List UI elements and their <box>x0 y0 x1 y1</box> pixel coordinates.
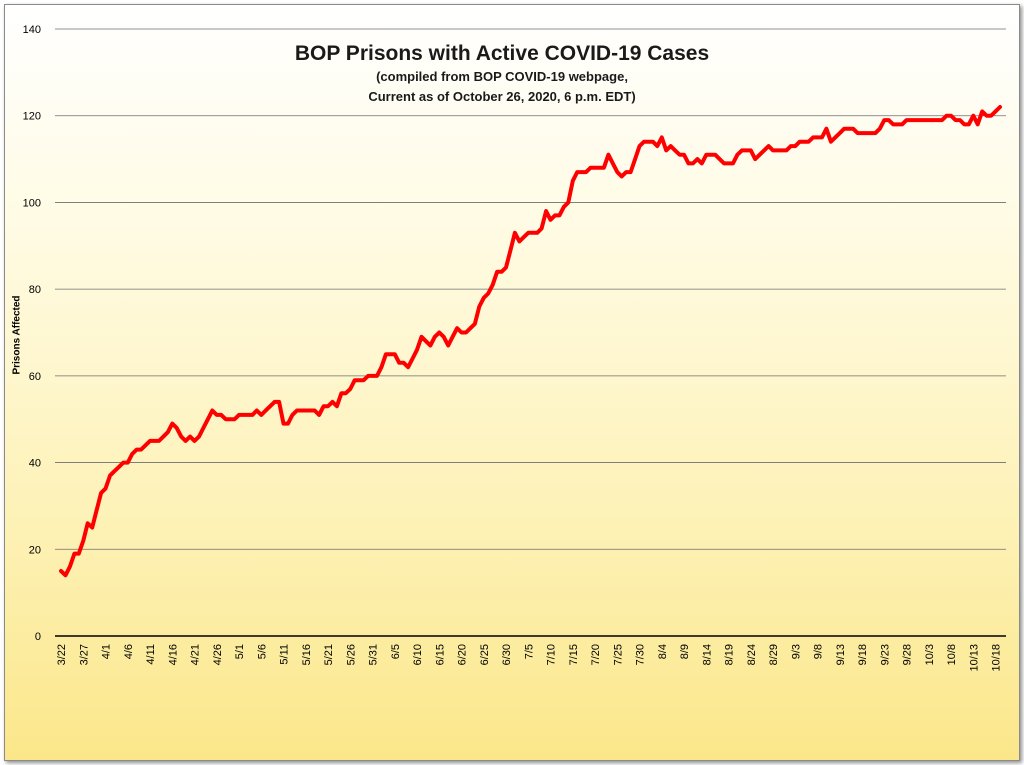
x-tick-label: 9/3 <box>790 644 802 659</box>
x-tick-label: 9/28 <box>902 644 914 665</box>
x-tick-label: 10/13 <box>968 644 980 672</box>
x-tick-label: 4/1 <box>101 644 113 659</box>
x-tick-label: 10/18 <box>991 644 1003 672</box>
line-chart: 0 20 40 60 80 100 120 140 3/22 3/27 4/1 4/6 4/11 4/1… <box>23 24 1006 672</box>
x-tick-label: 4/21 <box>190 644 202 665</box>
y-tick-label: 120 <box>23 111 41 123</box>
chart-frame: 0 20 40 60 80 100 120 140 3/22 3/27 4/1 4/6 4/11 4/1… <box>4 4 1020 761</box>
x-tick-label: 8/14 <box>701 644 713 665</box>
x-tick-label: 8/4 <box>657 644 669 659</box>
chart-title: BOP Prisons with Active COVID-19 Cases <box>294 42 710 65</box>
x-tick-label: 6/5 <box>390 644 402 659</box>
x-tick-label: 7/25 <box>612 644 624 665</box>
x-tick-label: 10/8 <box>946 644 958 665</box>
x-tick-label: 4/6 <box>123 644 135 659</box>
x-tick-label: 3/27 <box>78 644 90 665</box>
y-tick-label: 40 <box>29 458 41 470</box>
y-tick-labels: 0 20 40 60 80 100 120 140 <box>23 24 41 643</box>
x-tick-label: 7/5 <box>523 644 535 659</box>
x-tick-label: 7/15 <box>568 644 580 665</box>
y-axis-label: Prisons Affected <box>11 295 23 375</box>
x-tick-label: 5/6 <box>256 644 268 659</box>
x-tick-label: 7/30 <box>635 644 647 665</box>
x-tick-label: 6/30 <box>501 644 513 665</box>
y-tick-label: 0 <box>35 631 41 643</box>
series-lines <box>59 105 1002 578</box>
x-tick-label: 6/10 <box>412 644 424 665</box>
x-tick-label: 5/1 <box>234 644 246 659</box>
x-tick-label: 9/8 <box>813 644 825 659</box>
x-tick-label: 6/20 <box>457 644 469 665</box>
x-tick-label: 8/9 <box>679 644 691 659</box>
y-tick-label: 80 <box>29 284 41 296</box>
x-tick-label: 5/16 <box>301 644 313 665</box>
y-tick-label: 60 <box>29 371 41 383</box>
chart-subtitle-line-2: Current as of October 26, 2020, 6 p.m. E… <box>368 89 636 104</box>
x-tick-label: 5/31 <box>368 644 380 665</box>
x-tick-labels: 3/22 3/27 4/1 4/6 4/11 4/16 4/21 4/26 5/1 5/6 5/11… <box>56 644 1003 672</box>
x-tick-label: 5/26 <box>345 644 357 665</box>
x-tick-label: 9/18 <box>857 644 869 665</box>
x-tick-label: 9/23 <box>879 644 891 665</box>
x-tick-label: 5/11 <box>279 644 291 665</box>
x-tick-label: 8/29 <box>768 644 780 665</box>
y-tick-label: 140 <box>23 24 41 36</box>
x-tick-label: 9/13 <box>835 644 847 665</box>
chart-subtitle-line-1: (compiled from BOP COVID-19 webpage, <box>376 69 628 84</box>
y-tick-label: 20 <box>29 544 41 556</box>
x-tick-label: 7/20 <box>590 644 602 665</box>
x-tick-label: 10/3 <box>924 644 936 665</box>
x-tick-label: 4/16 <box>167 644 179 665</box>
x-tick-label: 6/25 <box>479 644 491 665</box>
x-tick-label: 7/10 <box>546 644 558 665</box>
x-tick-label: 4/26 <box>212 644 224 665</box>
series-line-0 <box>59 105 1002 578</box>
x-tick-label: 6/15 <box>434 644 446 665</box>
x-tick-label: 4/11 <box>145 644 157 665</box>
gridlines <box>55 28 1006 637</box>
y-tick-label: 100 <box>23 197 41 209</box>
x-tick-label: 8/19 <box>724 644 736 665</box>
x-tick-label: 5/21 <box>323 644 335 665</box>
x-tick-label: 8/24 <box>746 644 758 665</box>
chart-title-block: BOP Prisons with Active COVID-19 Cases (… <box>205 41 799 107</box>
x-tick-label: 3/22 <box>56 644 68 665</box>
